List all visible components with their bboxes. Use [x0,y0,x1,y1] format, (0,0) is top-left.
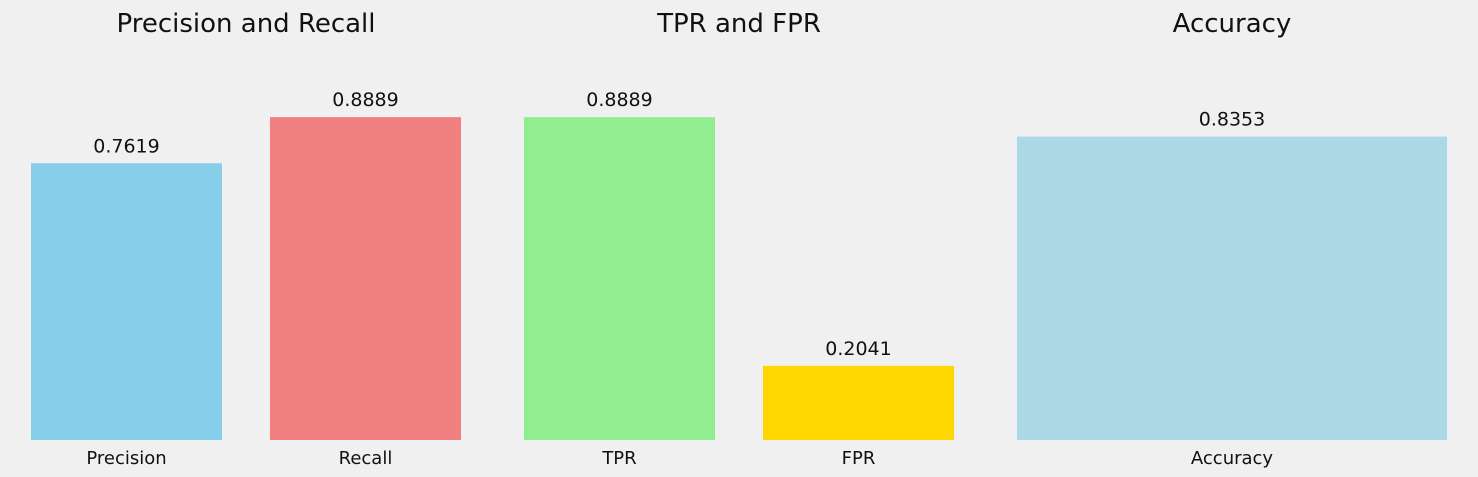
x-tick-label-tpr: TPR [601,448,636,469]
chart-title: Precision and Recall [116,9,375,39]
panel-tpr-fpr: TPR and FPR 0.8889 TPR 0.2041 FPR [524,9,954,469]
panel-precision-recall: Precision and Recall 0.7619 Precision 0.88… [31,9,461,469]
value-label-tpr: 0.8889 [586,89,652,111]
x-tick-label-accuracy: Accuracy [1191,448,1274,469]
value-label-accuracy: 0.8353 [1199,109,1265,131]
x-tick-label-fpr: FPR [842,448,876,469]
bar-fpr [763,365,954,440]
panel-accuracy: Accuracy 0.8353 Accuracy [1017,9,1447,469]
bar-precision [31,163,222,441]
x-tick-label-recall: Recall [339,448,393,469]
value-label-recall: 0.8889 [332,89,398,111]
value-label-precision: 0.7619 [93,135,159,157]
bar-tpr [524,117,715,441]
chart-title: TPR and FPR [656,9,821,39]
x-tick-label-precision: Precision [86,448,166,469]
bar-recall [270,117,461,441]
chart-title: Accuracy [1173,9,1292,39]
bar-accuracy [1017,136,1447,440]
value-label-fpr: 0.2041 [825,338,891,360]
